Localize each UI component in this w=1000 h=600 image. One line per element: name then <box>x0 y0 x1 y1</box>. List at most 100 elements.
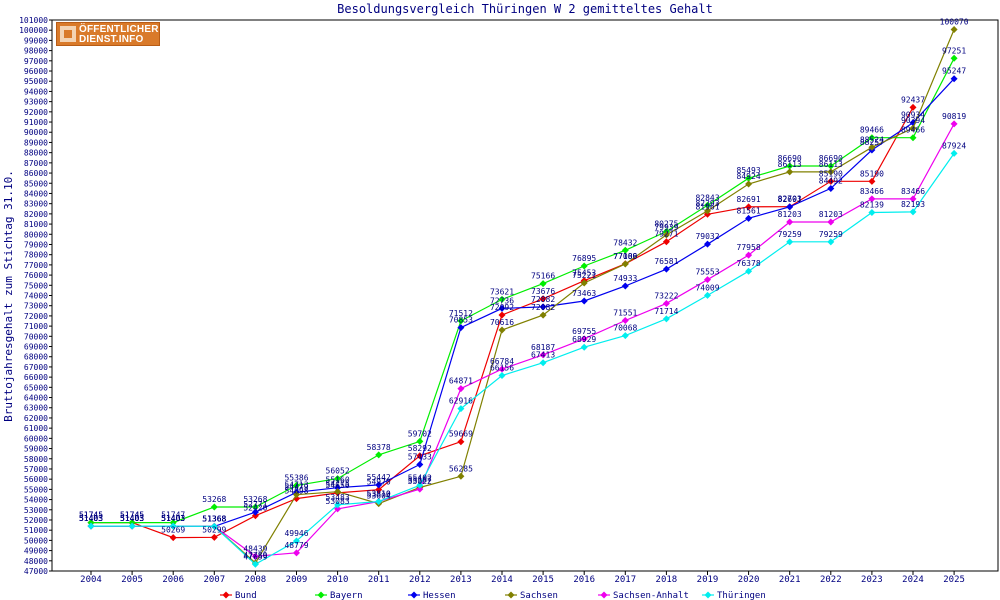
x-tick-label: 2024 <box>902 575 924 585</box>
y-tick-label: 48000 <box>24 557 48 566</box>
y-tick-label: 75000 <box>24 281 48 290</box>
legend-label: Thüringen <box>717 591 766 600</box>
data-label: 51403 <box>161 514 185 523</box>
data-label: 54479 <box>284 483 308 492</box>
data-point <box>251 503 259 511</box>
y-tick-label: 73000 <box>24 302 48 311</box>
y-tick-label: 82000 <box>24 210 48 219</box>
data-point <box>909 208 917 216</box>
data-label: 51403 <box>120 514 144 523</box>
data-label: 70853 <box>449 316 473 325</box>
legend-label: Bund <box>235 591 257 600</box>
data-label: 75553 <box>695 268 719 277</box>
data-label: 82139 <box>860 200 884 209</box>
data-label: 70616 <box>490 318 514 327</box>
y-tick-label: 80000 <box>24 230 48 239</box>
y-tick-label: 89000 <box>24 138 48 147</box>
y-tick-label: 86000 <box>24 169 48 178</box>
data-label: 95247 <box>942 67 966 76</box>
data-label: 90394 <box>901 116 925 125</box>
legend-item-bund: Bund <box>220 591 257 600</box>
y-tick-label: 47000 <box>24 567 48 576</box>
data-label: 73222 <box>654 291 678 300</box>
data-point <box>662 231 670 239</box>
logo-mark-icon <box>60 26 76 42</box>
data-point <box>704 240 711 248</box>
data-point <box>868 208 876 216</box>
data-label: 51403 <box>79 514 103 523</box>
data-label: 54098 <box>284 487 308 496</box>
data-label: 80275 <box>654 219 678 228</box>
y-tick-label: 51000 <box>24 526 48 535</box>
data-label: 75453 <box>572 269 596 278</box>
legend-item-hessen: Hessen <box>408 591 456 600</box>
y-tick-label: 96000 <box>24 67 48 76</box>
data-label: 51368 <box>202 514 226 523</box>
data-label: 92437 <box>901 95 925 104</box>
data-label: 77958 <box>737 243 761 252</box>
data-point <box>457 317 465 325</box>
data-point <box>909 195 917 203</box>
data-point <box>251 552 259 560</box>
data-point <box>334 475 342 483</box>
legend-label: Sachsen-Anhalt <box>613 591 689 600</box>
legend: Bund Bayern Hessen Sachsen Sachsen-Anhalt Thü… <box>220 591 766 600</box>
data-label: 48439 <box>243 544 267 553</box>
y-tick-label: 69000 <box>24 343 48 352</box>
data-point <box>539 280 547 288</box>
data-point <box>293 491 300 499</box>
data-label: 53604 <box>367 492 391 501</box>
data-point <box>704 201 711 209</box>
y-tick-label: 58000 <box>24 455 48 464</box>
y-tick-label: 63000 <box>24 404 48 413</box>
y-tick-label: 72000 <box>24 312 48 321</box>
data-label: 77109 <box>613 252 637 261</box>
data-label: 86113 <box>778 160 802 169</box>
x-tick-label: 2017 <box>614 575 636 585</box>
data-point <box>868 143 876 151</box>
data-point <box>704 276 711 284</box>
data-point <box>704 207 711 215</box>
data-label: 83466 <box>901 187 925 196</box>
data-label: 76378 <box>737 259 761 268</box>
x-tick-label: 2018 <box>656 575 678 585</box>
data-label: 51403 <box>79 514 103 523</box>
data-point <box>827 184 835 192</box>
y-tick-label: 68000 <box>24 353 48 362</box>
data-label: 50269 <box>161 526 185 535</box>
data-point <box>827 177 835 185</box>
data-point <box>580 262 588 270</box>
y-tick-label: 56000 <box>24 475 48 484</box>
data-point <box>334 484 342 492</box>
data-point <box>210 533 218 541</box>
data-label: 87924 <box>942 141 966 150</box>
data-label: 81203 <box>778 210 802 219</box>
data-label: 73676 <box>531 287 555 296</box>
data-point <box>950 54 958 62</box>
data-point <box>827 162 835 170</box>
data-point <box>251 512 259 520</box>
y-tick-label: 59000 <box>24 445 48 454</box>
x-tick-label: 2014 <box>491 575 513 585</box>
legend-label: Hessen <box>423 591 456 600</box>
data-point <box>621 316 629 324</box>
data-point <box>745 251 753 259</box>
data-label: 67413 <box>531 351 555 360</box>
y-tick-label: 88000 <box>24 149 48 158</box>
plot-frame <box>51 19 999 572</box>
y-tick-label: 98000 <box>24 47 48 56</box>
data-label: 75221 <box>572 271 596 280</box>
y-tick-label: 62000 <box>24 414 48 423</box>
data-label: 100070 <box>940 17 969 26</box>
data-point <box>416 485 424 493</box>
data-label: 55386 <box>284 473 308 482</box>
y-tick-label: 49000 <box>24 547 48 556</box>
x-tick-label: 2008 <box>245 575 267 585</box>
data-label: 51403 <box>161 514 185 523</box>
data-label: 51403 <box>161 514 185 523</box>
data-label: 51745 <box>79 511 103 520</box>
x-tick-label: 2006 <box>162 575 184 585</box>
data-label: 58378 <box>367 443 391 452</box>
data-label: 74009 <box>695 283 719 292</box>
x-tick-label: 2010 <box>327 575 349 585</box>
